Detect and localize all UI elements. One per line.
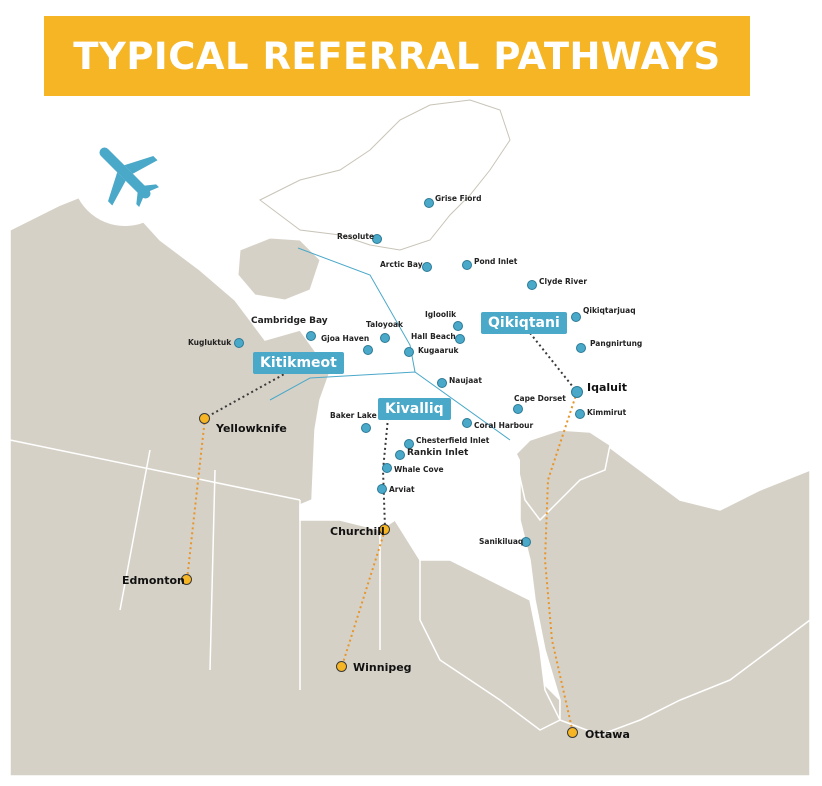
nunavut-mainland xyxy=(200,245,480,520)
community-dot-gjoa-haven xyxy=(363,345,373,355)
community-label-arctic-bay: Arctic Bay xyxy=(380,260,423,269)
community-label-kimmirut: Kimmirut xyxy=(587,408,627,417)
community-label-chesterfield-inlet: Chesterfield Inlet xyxy=(416,436,490,445)
region-label-qikiqtani: Qikiqtani xyxy=(481,312,567,334)
hub-dot-winnipeg xyxy=(336,661,347,672)
community-label-gjoa-haven: Gjoa Haven xyxy=(321,334,370,343)
baffin-island xyxy=(440,260,615,420)
hub-label-edmonton: Edmonton xyxy=(122,574,185,587)
region-pathways xyxy=(204,332,578,529)
hudson-bay xyxy=(385,440,535,600)
airplane-badge xyxy=(72,120,178,226)
community-dot-cape-dorset xyxy=(513,404,523,414)
community-dot-cambridge-bay xyxy=(306,331,316,341)
hub-label-ottawa: Ottawa xyxy=(585,728,630,741)
community-dot-arctic-bay xyxy=(422,262,432,272)
page-title: TYPICAL REFERRAL PATHWAYS xyxy=(73,34,721,78)
hub-dot-ottawa xyxy=(567,727,578,738)
community-dot-pond-inlet xyxy=(462,260,472,270)
hub-dot-edmonton xyxy=(181,574,192,585)
community-dot-kimmirut xyxy=(575,409,585,419)
title-banner: TYPICAL REFERRAL PATHWAYS xyxy=(44,16,750,96)
community-dot-kugaaruk xyxy=(404,347,414,357)
community-label-cape-dorset: Cape Dorset xyxy=(514,394,566,403)
community-dot-grise-fiord xyxy=(424,198,434,208)
hub-label-yellowknife: Yellowknife xyxy=(216,422,287,435)
land-ungava xyxy=(514,429,611,522)
community-label-coral-harbour: Coral Harbour xyxy=(474,421,534,430)
hub-label-winnipeg: Winnipeg xyxy=(353,661,412,674)
community-label-resolute: Resolute xyxy=(337,232,375,241)
community-label-naujaat: Naujaat xyxy=(449,376,482,385)
community-label-arviat: Arviat xyxy=(389,485,415,494)
hub-dot-iqaluit xyxy=(571,386,583,398)
community-dot-clyde-river xyxy=(527,280,537,290)
community-label-baker-lake: Baker Lake xyxy=(330,411,377,420)
provincial-borders xyxy=(9,439,381,690)
community-dot-naujaat xyxy=(437,378,447,388)
community-label-taloyoak: Taloyoak xyxy=(366,320,404,329)
community-label-kugluktuk: Kugluktuk xyxy=(188,338,232,347)
community-label-pangnirtung: Pangnirtung xyxy=(590,339,643,348)
arctic-islands xyxy=(259,99,511,251)
land-east xyxy=(519,429,811,736)
community-label-cambridge-bay: Cambridge Bay xyxy=(251,316,328,326)
community-dot-taloyoak xyxy=(380,333,390,343)
community-dot-hall-beach xyxy=(455,334,465,344)
community-dot-whale-cove xyxy=(382,463,392,473)
community-dot-baker-lake xyxy=(361,423,371,433)
hub-dot-yellowknife xyxy=(199,413,210,424)
region-boundaries xyxy=(269,247,511,441)
southern-pathways xyxy=(186,391,578,734)
victoria-island xyxy=(237,237,321,301)
community-dot-resolute xyxy=(372,234,382,244)
community-dot-kugluktuk xyxy=(234,338,244,348)
community-label-igloolik: Igloolik xyxy=(425,310,457,319)
community-label-clyde-river: Clyde River xyxy=(539,277,588,286)
community-label-kugaaruk: Kugaaruk xyxy=(418,346,459,355)
community-dot-igloolik xyxy=(453,321,463,331)
community-dot-chesterfield-inlet xyxy=(404,439,414,449)
community-label-pond-inlet: Pond Inlet xyxy=(474,257,518,266)
community-dot-pangnirtung xyxy=(576,343,586,353)
community-label-hall-beach: Hall Beach xyxy=(411,332,456,341)
community-dot-sanikiluaq xyxy=(521,537,531,547)
community-label-rankin-inlet: Rankin Inlet xyxy=(407,448,469,458)
region-label-kivalliq: Kivalliq xyxy=(378,398,451,420)
region-label-kitikmeot: Kitikmeot xyxy=(253,352,344,374)
community-label-sanikiluaq: Sanikiluaq xyxy=(479,537,524,546)
hub-label-churchill: Churchill xyxy=(330,525,385,538)
community-label-grise-fiord: Grise Fiord xyxy=(435,194,482,203)
airplane-icon xyxy=(99,147,159,207)
community-dot-rankin-inlet xyxy=(395,450,405,460)
community-dot-qikiqtarjuaq xyxy=(571,312,581,322)
community-dot-coral-harbour xyxy=(462,418,472,428)
hub-label-iqaluit: Iqaluit xyxy=(587,381,628,394)
community-label-whale-cove: Whale Cove xyxy=(394,465,444,474)
hub-dot-churchill xyxy=(379,524,390,535)
community-dot-arviat xyxy=(377,484,387,494)
community-label-qikiqtarjuaq: Qikiqtarjuaq xyxy=(583,306,636,315)
